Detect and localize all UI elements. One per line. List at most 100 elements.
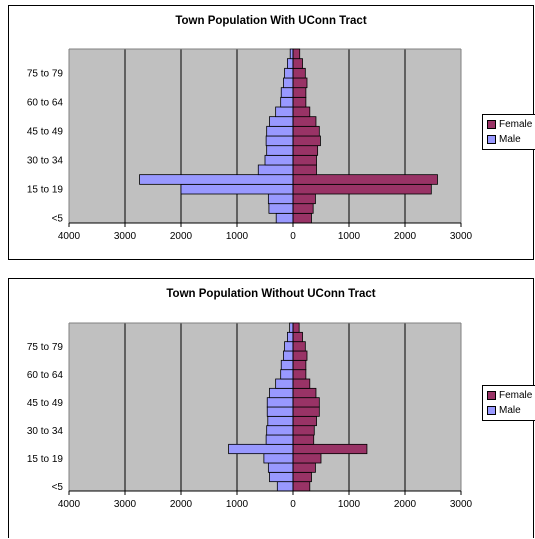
legend-label-female: Female xyxy=(499,390,533,401)
x-tick-label: 2000 xyxy=(394,231,417,242)
bar-male xyxy=(286,58,294,69)
x-tick-label: 0 xyxy=(290,231,296,242)
bar-female xyxy=(292,116,317,127)
bar-male xyxy=(286,331,294,343)
bar-female xyxy=(292,48,301,60)
bar-male xyxy=(280,359,294,371)
bar-female xyxy=(292,77,308,89)
y-tick-label: <5 xyxy=(52,214,64,225)
x-tick-label: 1000 xyxy=(338,231,361,242)
bar-male xyxy=(180,183,294,195)
bar-male xyxy=(266,406,294,417)
legend-item-female: Female xyxy=(487,390,532,402)
y-tick-label: 45 to 49 xyxy=(27,398,64,409)
bar-female xyxy=(292,193,316,205)
chart-title: Town Population Without UConn Tract xyxy=(166,288,376,300)
bar-male xyxy=(264,154,294,166)
bar-female xyxy=(292,387,317,399)
bar-male xyxy=(280,96,294,108)
chart-panel-without-uconn: Town Population Without UConn Tract 4000… xyxy=(8,278,535,538)
x-tick-label: 0 xyxy=(290,499,296,510)
y-tick-label: 75 to 79 xyxy=(27,69,64,80)
legend: Female Male xyxy=(482,385,535,421)
bar-female xyxy=(292,406,320,417)
bar-female xyxy=(292,378,311,389)
x-tick-label: 3000 xyxy=(114,231,137,242)
bar-male xyxy=(263,453,294,464)
bar-female xyxy=(292,322,300,333)
y-tick-label: 45 to 49 xyxy=(27,127,64,138)
bar-female xyxy=(292,434,315,445)
female-swatch-icon xyxy=(487,119,496,129)
bar-female xyxy=(292,359,307,371)
bar-male xyxy=(139,174,294,185)
bar-female xyxy=(292,58,303,69)
legend-item-male: Male xyxy=(487,405,521,417)
x-tick-label: 3000 xyxy=(450,499,473,510)
bar-female xyxy=(292,164,317,176)
legend-item-male: Male xyxy=(487,134,521,146)
x-tick-label: 2000 xyxy=(170,231,193,242)
bar-female xyxy=(292,154,317,166)
bar-female xyxy=(292,397,320,408)
bar-female xyxy=(292,135,321,147)
y-tick-label: 60 to 64 xyxy=(27,370,64,381)
bar-male xyxy=(266,125,294,137)
bar-female xyxy=(292,481,311,492)
bar-male xyxy=(265,135,294,147)
x-tick-label: 3000 xyxy=(450,231,473,242)
bar-female xyxy=(292,369,307,380)
bar-male xyxy=(228,443,294,455)
y-tick-label: 30 to 34 xyxy=(27,426,64,437)
bar-female xyxy=(292,96,307,108)
y-tick-label: 75 to 79 xyxy=(27,342,64,353)
x-tick-label: 2000 xyxy=(170,499,193,510)
bar-male xyxy=(275,106,294,118)
y-tick-label: <5 xyxy=(52,482,64,493)
chart-panel-with-uconn: Town Population With UConn Tract 4000 300… xyxy=(8,5,535,260)
y-tick-label: 30 to 34 xyxy=(27,156,64,167)
bar-male xyxy=(269,116,294,127)
legend-label-male: Male xyxy=(499,405,521,416)
bar-male xyxy=(284,341,294,352)
legend: Female Male xyxy=(482,114,535,150)
bar-female xyxy=(292,183,432,195)
bar-male xyxy=(283,350,294,361)
plot-area xyxy=(69,49,461,223)
bar-female xyxy=(292,203,314,214)
x-tick-label: 1000 xyxy=(226,499,249,510)
bar-female xyxy=(292,67,306,79)
bar-female xyxy=(292,341,306,352)
bar-female xyxy=(292,453,322,464)
bar-female xyxy=(292,145,319,156)
bar-male xyxy=(268,203,294,214)
bar-male xyxy=(280,87,294,98)
bar-female xyxy=(292,350,308,361)
bar-female xyxy=(292,443,368,455)
bar-male xyxy=(265,434,294,445)
legend-label-female: Female xyxy=(499,119,533,130)
bar-male xyxy=(267,193,294,205)
bar-female xyxy=(292,125,320,137)
x-tick-label: 4000 xyxy=(58,499,81,510)
bar-male xyxy=(276,481,294,492)
pyramid-chart-with-uconn: 4000 3000 2000 1000 0 1000 2000 3000 <5 15 to 19 3… xyxy=(27,48,473,242)
pyramid-chart-without-uconn: 4000 3000 2000 1000 0 1000 2000 3000 <5 15 to 19 3… xyxy=(27,322,473,510)
legend-label-male: Male xyxy=(499,134,521,145)
bar-male xyxy=(280,369,294,380)
x-tick-label: 1000 xyxy=(338,499,361,510)
bar-female xyxy=(292,415,317,427)
bar-male xyxy=(266,425,294,436)
bar-male xyxy=(275,212,294,224)
male-swatch-icon xyxy=(487,405,496,415)
chart-title: Town Population With UConn Tract xyxy=(175,15,367,27)
bar-male xyxy=(289,322,294,333)
bar-female xyxy=(292,87,307,98)
legend-item-female: Female xyxy=(487,119,532,131)
bar-male xyxy=(267,415,294,427)
bar-male xyxy=(266,145,294,156)
bar-male xyxy=(267,462,294,473)
bar-male xyxy=(284,67,294,79)
plot-area xyxy=(69,323,461,491)
bar-female xyxy=(292,106,311,118)
